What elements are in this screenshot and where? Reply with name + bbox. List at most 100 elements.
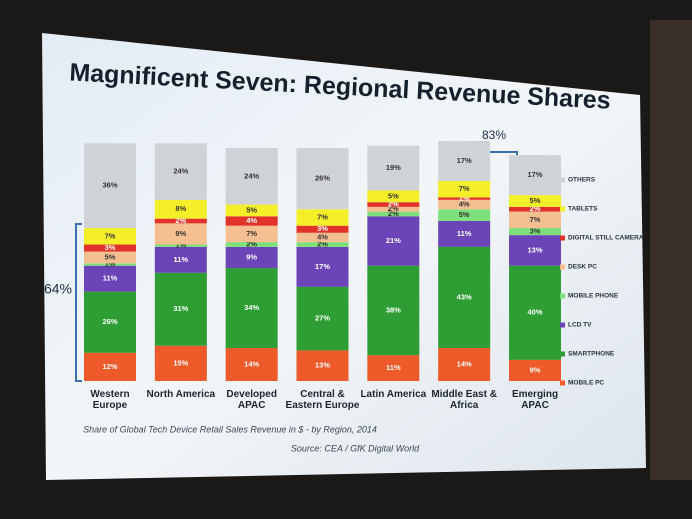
- legend-marker: [560, 322, 565, 328]
- bar-segment: [509, 235, 561, 266]
- bar-segment: [225, 225, 278, 243]
- bar-segment: [84, 265, 136, 292]
- value-label: 11%: [174, 255, 189, 264]
- bar-segment: [367, 265, 420, 356]
- bar-segment: [296, 246, 349, 287]
- bracket: [75, 223, 82, 382]
- value-label: 3%: [530, 227, 541, 236]
- bar-segment: [84, 291, 136, 353]
- value-label: 24%: [244, 171, 259, 180]
- value-label: 4%: [459, 200, 470, 209]
- value-label: 38%: [386, 305, 401, 314]
- bar-segment: [154, 246, 207, 273]
- bar-segment: [509, 211, 561, 229]
- value-label: 4%: [246, 216, 257, 225]
- wall-panel: [650, 20, 692, 480]
- value-label: 2%: [388, 200, 399, 209]
- bar-segment: [84, 143, 136, 229]
- value-label: 11%: [386, 363, 401, 372]
- bar-segment: [296, 232, 349, 243]
- legend-label: OTHERS: [568, 177, 596, 184]
- legend-marker: [560, 380, 565, 386]
- x-tick-label: Emerging APAC: [511, 389, 559, 411]
- value-label: 26%: [315, 174, 330, 183]
- bar-segment: [509, 206, 561, 212]
- value-label: 8%: [175, 204, 186, 213]
- value-label: 3%: [105, 243, 116, 252]
- value-label: 26%: [102, 317, 117, 326]
- subtitle: Share of Global Tech Device Retail Sales…: [83, 424, 377, 434]
- value-label: 1%: [459, 194, 470, 203]
- legend-marker: [560, 264, 565, 270]
- value-label: 7%: [246, 229, 257, 238]
- value-label: 9%: [246, 252, 257, 261]
- legend-marker: [560, 177, 565, 183]
- value-label: 2%: [388, 204, 399, 213]
- bar-segment: [509, 155, 561, 196]
- legend-label: TABLETS: [568, 206, 598, 213]
- annotation: 83%: [482, 128, 506, 142]
- value-label: 2%: [246, 240, 257, 249]
- value-label: 5%: [105, 252, 116, 261]
- annotation: 64%: [44, 281, 72, 297]
- value-label: 1%: [105, 260, 116, 269]
- x-tick-label: Developed APAC: [226, 389, 277, 411]
- legend-label: MOBILE PHONE: [568, 293, 619, 300]
- value-label: 2%: [530, 204, 541, 213]
- value-label: 34%: [244, 303, 259, 312]
- value-label: 21%: [386, 236, 401, 245]
- bar-segment: [367, 145, 420, 191]
- value-label: 5%: [388, 191, 399, 200]
- value-label: 14%: [244, 360, 259, 369]
- bar-segment: [154, 272, 207, 346]
- source: Source: CEA / GfK Digital World: [291, 443, 420, 453]
- bar-segment: [509, 228, 561, 236]
- x-tick-label: Central & Eastern Europe: [285, 389, 360, 411]
- legend-label: SMARTPHONE: [568, 351, 615, 358]
- value-label: 12%: [102, 362, 117, 371]
- value-label: 14%: [457, 360, 472, 369]
- bar-segment: [225, 216, 278, 226]
- x-tick-label: North America: [146, 389, 216, 400]
- bar-segment: [509, 359, 561, 381]
- bar-segment: [296, 209, 349, 226]
- value-label: 43%: [457, 292, 472, 301]
- value-label: 4%: [317, 232, 328, 241]
- bar-segment: [509, 195, 561, 207]
- value-label: 3%: [317, 224, 328, 233]
- bar-segment: [438, 221, 491, 247]
- value-label: 24%: [173, 167, 188, 176]
- bar-segment: [84, 251, 136, 264]
- value-label: 9%: [175, 229, 186, 238]
- legend-marker: [560, 293, 565, 299]
- value-label: 7%: [105, 231, 116, 240]
- legend-label: DESK PC: [568, 264, 597, 271]
- x-tick-label: Latin America: [360, 389, 427, 400]
- value-label: 7%: [530, 215, 541, 224]
- value-label: 5%: [530, 196, 541, 205]
- bar-segment: [438, 181, 491, 198]
- value-label: 5%: [246, 205, 257, 214]
- bar-segment: [367, 216, 420, 266]
- legend-label: MOBILE PC: [568, 380, 604, 387]
- bar-segment: [154, 244, 207, 247]
- bar-segment: [296, 286, 349, 351]
- value-label: 17%: [527, 170, 542, 179]
- legend-label: DIGITAL STILL CAMERA: [568, 235, 644, 242]
- value-label: 13%: [315, 361, 330, 370]
- value-label: 2%: [175, 216, 186, 225]
- bar-segment: [84, 228, 136, 245]
- bar-segment: [154, 218, 207, 224]
- legend-label: LCD TV: [568, 322, 592, 329]
- value-label: 11%: [103, 274, 118, 283]
- value-label: 15%: [173, 358, 188, 367]
- value-label: 27%: [315, 314, 330, 323]
- value-label: 2%: [388, 209, 399, 218]
- bar-segment: [225, 348, 278, 381]
- value-label: 17%: [457, 156, 472, 165]
- value-label: 11%: [457, 229, 472, 238]
- bar-segment: [225, 204, 278, 217]
- legend-marker: [560, 351, 565, 357]
- bar-segment: [367, 202, 420, 207]
